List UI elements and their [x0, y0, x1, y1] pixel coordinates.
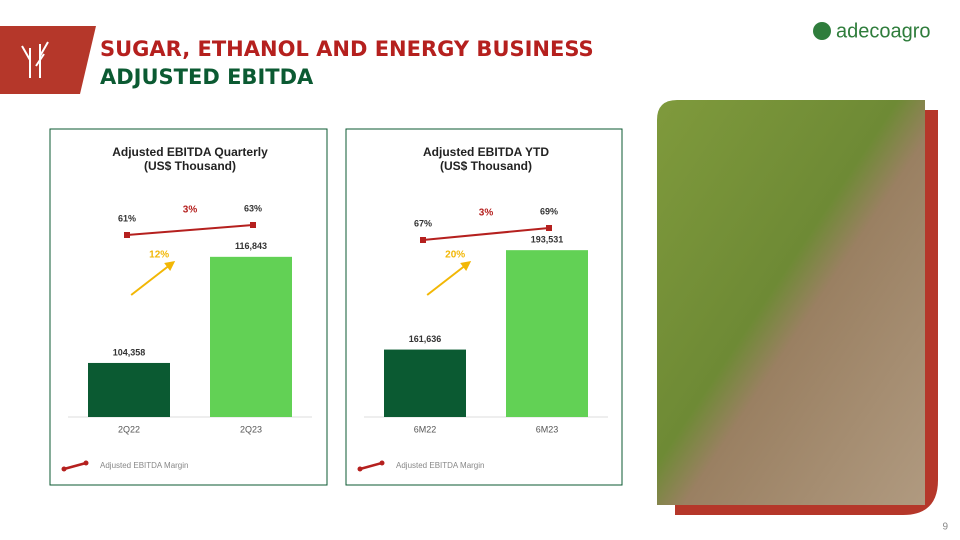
x-tick-label: 6M23: [536, 424, 559, 434]
margin-label: 63%: [244, 203, 262, 213]
margin-line: [422, 227, 550, 241]
margin-label: 67%: [414, 218, 432, 228]
bar-value-label: 193,531: [531, 235, 564, 245]
value-change-arrow: [130, 263, 172, 296]
value-change-arrow: [426, 263, 468, 296]
x-tick-label: 2Q23: [240, 424, 262, 434]
value-change: 12%: [149, 250, 169, 261]
margin-point: [420, 237, 426, 243]
page-number: 9: [942, 522, 948, 533]
photo: [657, 100, 925, 505]
bar: [210, 256, 292, 417]
bar-value-label: 161,636: [409, 334, 442, 344]
margin-line: [126, 224, 254, 236]
margin-label: 61%: [118, 213, 136, 223]
bar-value-label: 116,843: [235, 241, 267, 251]
legend-dot: [357, 466, 363, 472]
logo: adecoagro: [836, 20, 931, 42]
chart-subtitle: (US$ Thousand): [440, 159, 532, 173]
chart-panel: [49, 128, 328, 486]
bar-value-label: 104,358: [113, 347, 146, 357]
margin-point: [546, 225, 552, 231]
x-tick-label: 6M22: [414, 424, 437, 434]
chart-subtitle: (US$ Thousand): [144, 159, 236, 173]
bar: [88, 362, 170, 417]
bar: [384, 349, 466, 417]
chart-title: Adjusted EBITDA YTD: [423, 145, 549, 159]
value-change-arrowhead: [460, 261, 472, 271]
header-icon-bg: [0, 26, 96, 94]
legend-line: [359, 461, 383, 471]
title-line-1: SUGAR, ETHANOL AND ENERGY BUSINESS: [100, 37, 594, 61]
header-icon: [21, 41, 49, 78]
margin-label: 69%: [540, 206, 558, 216]
legend-line: [63, 461, 87, 471]
margin-change: 3%: [183, 205, 198, 216]
legend-dot: [83, 460, 89, 466]
margin-point: [124, 232, 130, 238]
value-change-arrowhead: [164, 261, 176, 271]
legend-dot: [379, 460, 385, 466]
chart-panel: [345, 128, 623, 486]
legend-dot: [61, 466, 67, 472]
chart-title: Adjusted EBITDA Quarterly: [112, 145, 268, 159]
legend-label: Adjusted EBITDA Margin: [396, 461, 484, 470]
bar: [506, 250, 588, 417]
x-tick-label: 2Q22: [118, 424, 140, 434]
value-change: 20%: [445, 250, 465, 261]
legend-label: Adjusted EBITDA Margin: [100, 461, 188, 470]
margin-change: 3%: [479, 208, 494, 219]
title-line-2: ADJUSTED EBITDA: [100, 65, 314, 89]
logo-icon: [813, 22, 831, 40]
margin-point: [250, 222, 256, 228]
